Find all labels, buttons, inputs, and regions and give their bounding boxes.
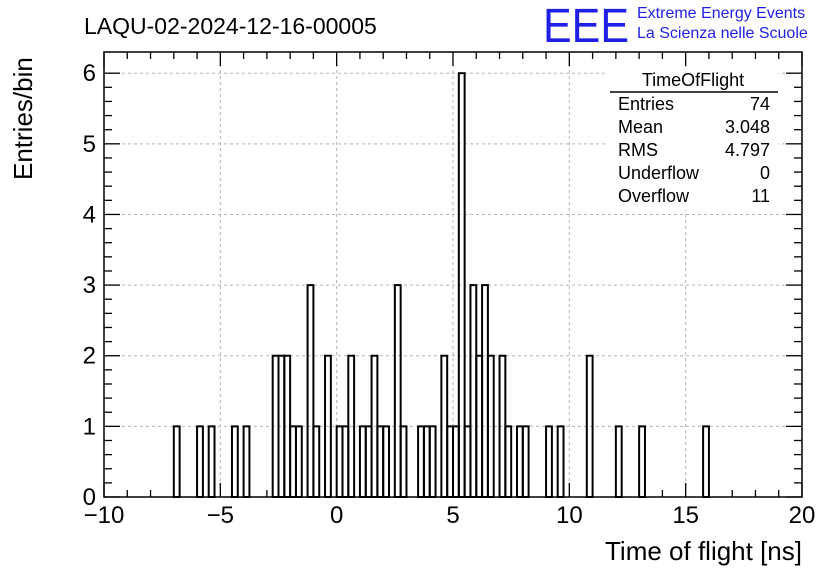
stats-label-mean: Mean <box>618 117 663 137</box>
x-tick-label: −10 <box>84 502 125 529</box>
histogram-bin-39 <box>545 425 553 498</box>
y-tick-label: 6 <box>83 60 96 87</box>
y-tick-label: 1 <box>83 413 96 440</box>
histogram-bin-11 <box>312 425 321 498</box>
x-tick-label: −5 <box>207 502 234 529</box>
y-tick-label: 2 <box>83 343 96 370</box>
logo-line-1: Extreme Energy Events <box>637 5 805 22</box>
stats-box: TimeOfFlight Entries 74 Mean 3.048 RMS 4… <box>608 68 778 210</box>
y-tick-label: 0 <box>83 484 96 511</box>
stats-label-overflow: Overflow <box>618 186 690 206</box>
x-tick-label: 15 <box>672 502 699 529</box>
histogram-bin-25 <box>428 425 437 498</box>
stats-value-entries: 74 <box>750 94 770 114</box>
y-tick-label: 5 <box>83 131 96 158</box>
stats-value-mean: 3.048 <box>725 117 770 137</box>
logo-mark: EEE <box>543 0 629 53</box>
histogram-bin-2 <box>207 425 216 498</box>
histogram-bin-9 <box>294 425 303 498</box>
eee-logo: EEE Extreme Energy Events La Scienza nel… <box>543 0 808 53</box>
tick-labels: −10 −5 0 5 10 15 20 0 1 2 3 4 5 6 <box>83 60 816 529</box>
x-tick-label: 5 <box>446 502 459 529</box>
logo-line-2: La Scienza nelle Scuole <box>637 25 808 42</box>
grid-lines <box>104 52 802 497</box>
axes <box>103 51 803 498</box>
stats-box-title: TimeOfFlight <box>642 70 744 90</box>
x-tick-label: 0 <box>330 502 343 529</box>
stats-label-entries: Entries <box>618 94 674 114</box>
histogram-bin-20 <box>382 425 391 498</box>
x-axis-label: Time of flight [ns] <box>605 536 802 566</box>
histogram-bin-43 <box>638 425 646 498</box>
histogram-bin-40 <box>556 425 565 498</box>
histogram-bin-42 <box>614 425 623 498</box>
histogram-bin-44 <box>702 425 710 498</box>
stats-label-rms: RMS <box>618 140 658 160</box>
histogram-bin-3 <box>230 425 239 498</box>
y-tick-label: 4 <box>83 201 96 228</box>
histogram-bin-38 <box>521 425 530 498</box>
stats-value-overflow: 11 <box>751 186 770 206</box>
x-tick-label: 10 <box>556 502 583 529</box>
stats-label-underflow: Underflow <box>618 163 700 183</box>
x-tick-label: 20 <box>789 502 816 529</box>
histogram-bin-36 <box>504 425 513 498</box>
histogram-bin-4 <box>242 425 251 498</box>
histogram-bin-1 <box>196 425 204 498</box>
chart-title: LAQU-02-2024-12-16-00005 <box>84 13 377 39</box>
stats-value-rms: 4.797 <box>725 140 770 160</box>
y-tick-label: 3 <box>83 272 96 299</box>
stats-value-underflow: 0 <box>760 163 770 183</box>
histogram-bin-41 <box>585 354 594 498</box>
y-axis-label: Entries/bin <box>8 57 38 180</box>
histogram-bin-22 <box>399 425 408 498</box>
histogram-bin-0 <box>172 425 181 498</box>
